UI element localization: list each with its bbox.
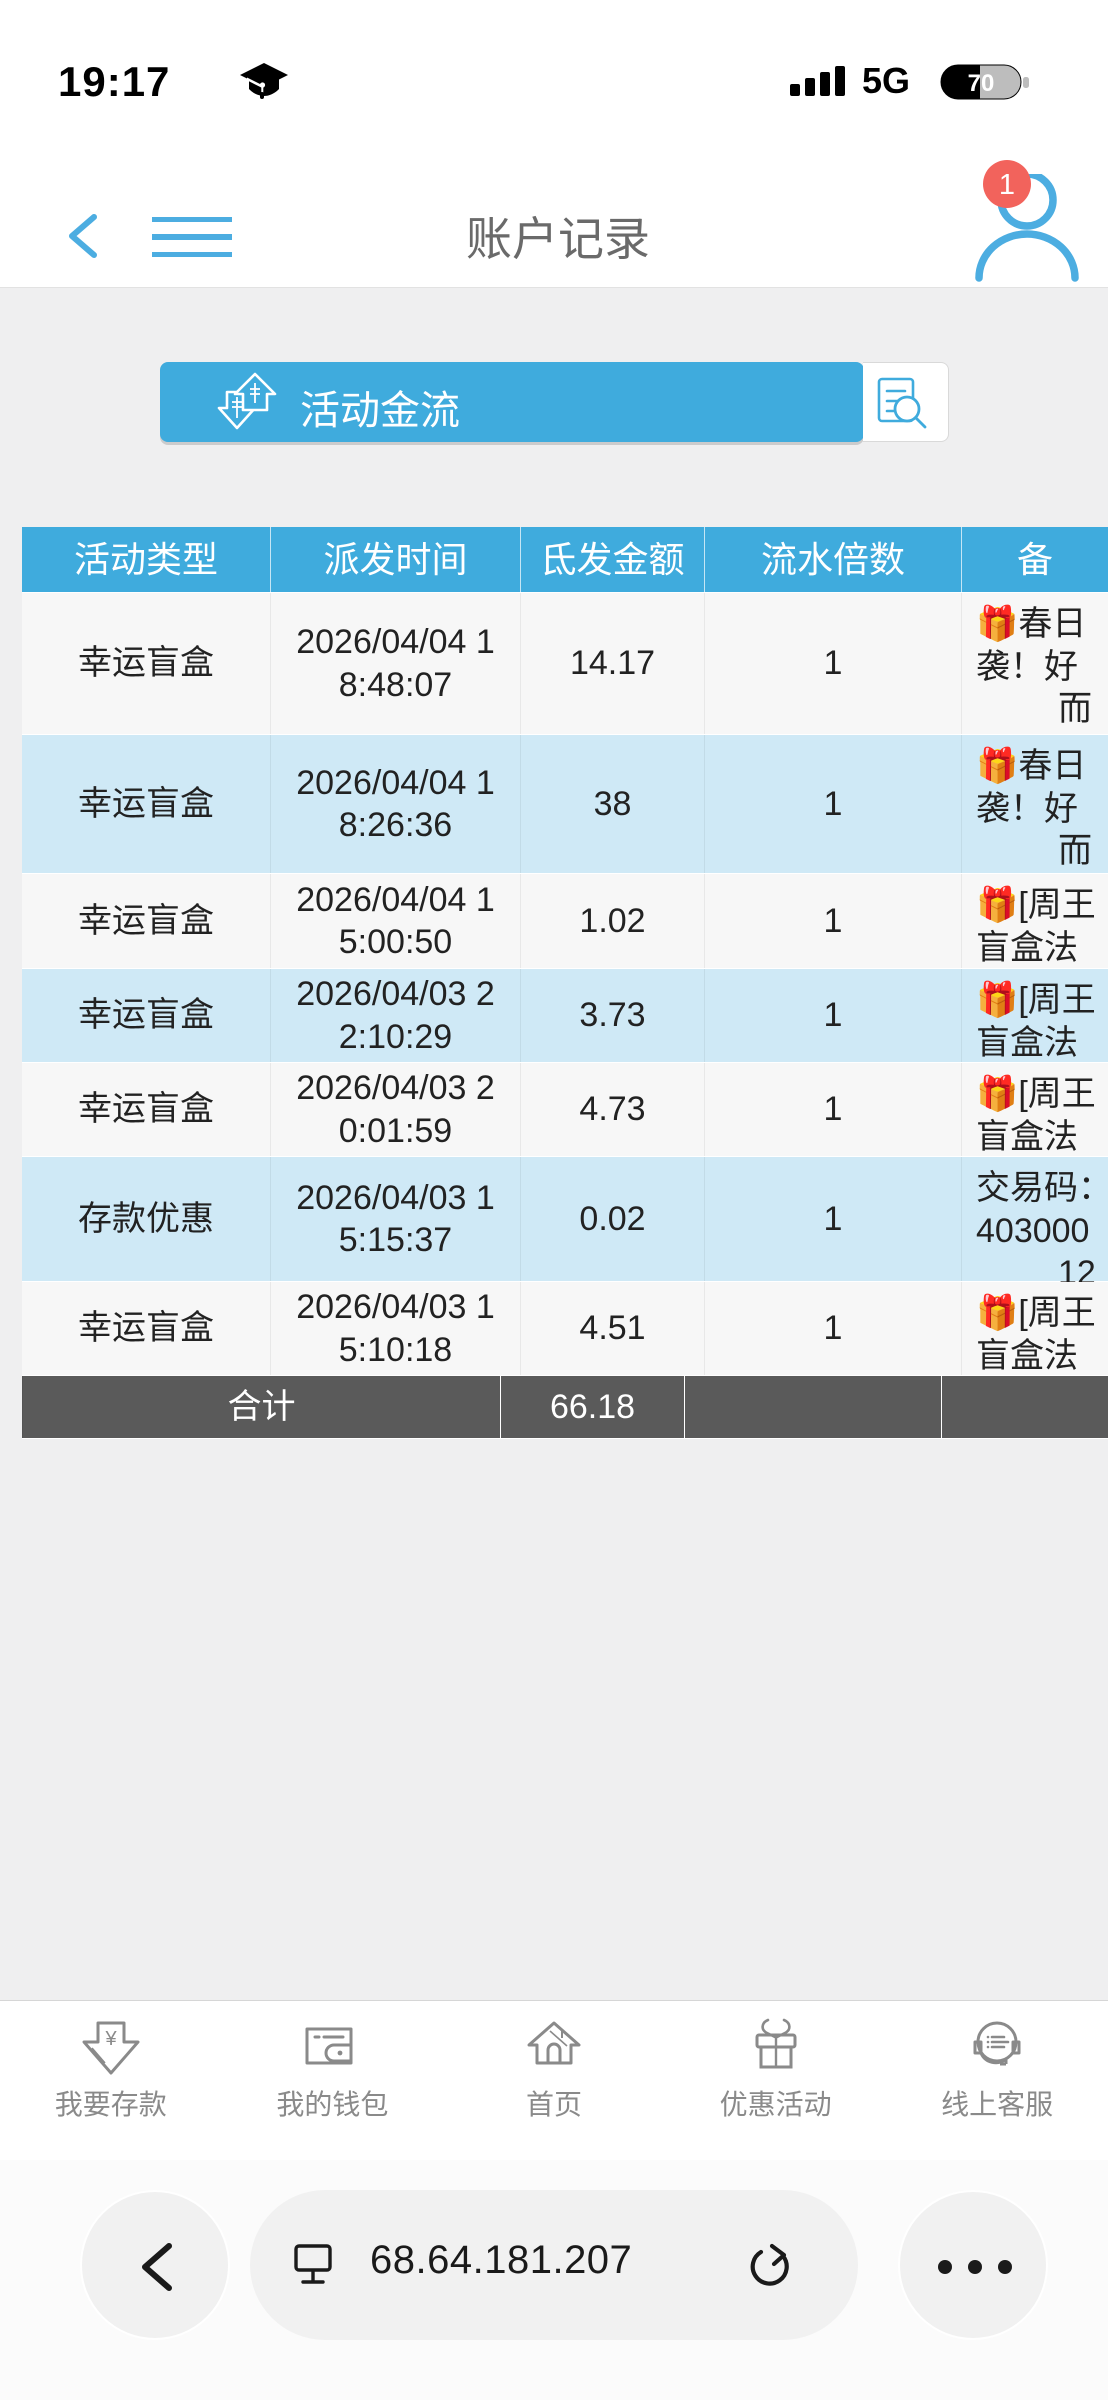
svg-text:¥: ¥ [104,2028,117,2050]
svg-text:70: 70 [968,70,995,97]
svg-text:1: 1 [999,169,1015,201]
